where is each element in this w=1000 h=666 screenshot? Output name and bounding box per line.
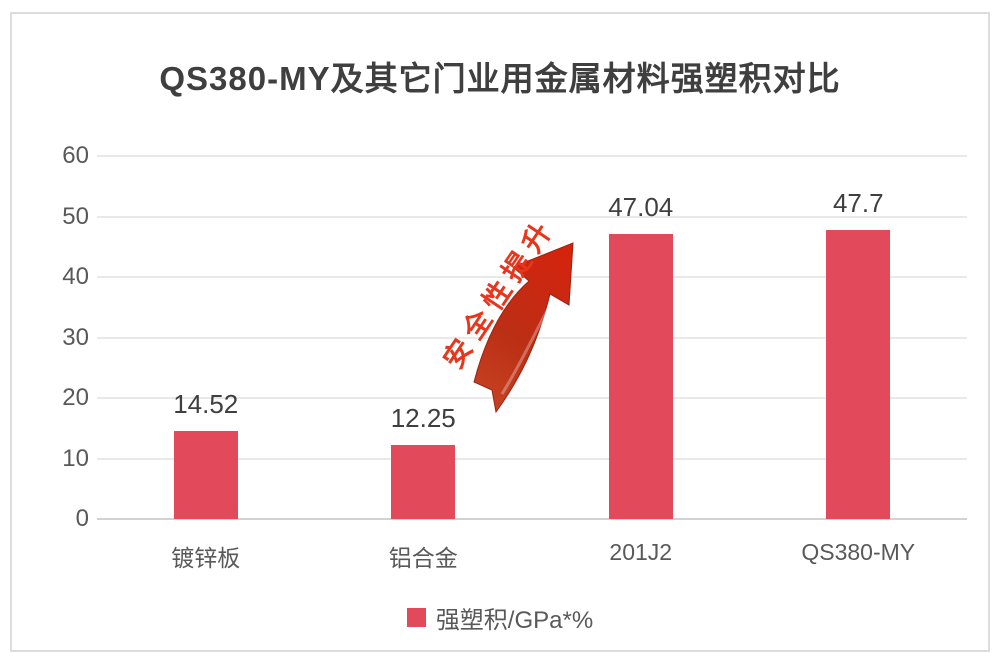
gridline (97, 215, 967, 218)
legend: 强塑积/GPa*% (12, 600, 988, 635)
legend-swatch-icon (406, 608, 426, 627)
bar-QS380-MY (826, 230, 891, 519)
y-tick-label: 30 (62, 323, 89, 351)
legend-label: 强塑积/GPa*% (435, 607, 594, 634)
x-category-label: 铝合金 (388, 545, 458, 571)
gridline (97, 155, 967, 157)
chart-title: QS380-MY及其它门业用金属材料强塑积对比 (159, 60, 841, 97)
y-tick-label: 40 (62, 263, 89, 290)
value-label: 14.52 (173, 389, 239, 420)
y-tick-label: 10 (62, 444, 89, 472)
growth-arrow-icon (473, 242, 574, 414)
gridline (97, 397, 967, 399)
y-tick-label: 50 (62, 202, 89, 230)
value-label: 47.7 (832, 188, 884, 219)
gridline (97, 457, 967, 460)
y-tick-label: 20 (62, 384, 89, 411)
value-label: 12.25 (390, 402, 456, 433)
chart-frame: QS380-MY及其它门业用金属材料强塑积对比 0 10 20 30 40 50 60 14… (10, 12, 990, 652)
bar-镀锌板 (173, 431, 238, 519)
bar-201J2 (608, 234, 673, 519)
bar-铝合金 (391, 444, 456, 519)
plot-area (97, 155, 967, 520)
x-axis-line (97, 518, 967, 520)
x-category-label: 镀锌板 (171, 545, 241, 571)
value-label: 47.04 (608, 192, 674, 223)
x-category-label: QS380-MY (801, 539, 916, 565)
x-category-label: 201J2 (609, 539, 673, 565)
y-tick-label: 60 (62, 142, 89, 169)
y-tick-label: 0 (75, 505, 89, 532)
